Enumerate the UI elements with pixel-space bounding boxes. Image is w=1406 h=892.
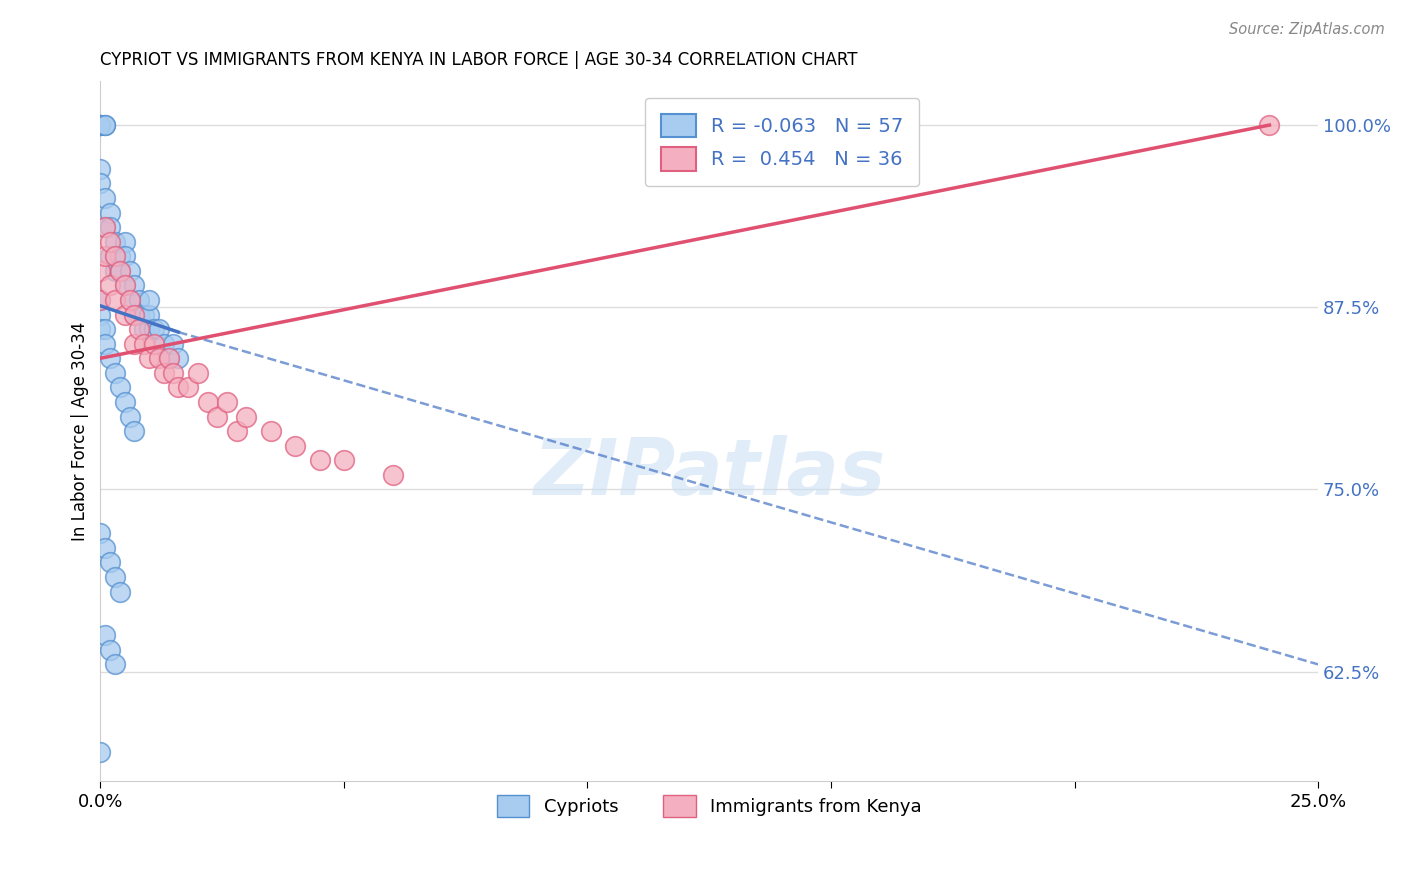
Point <box>94 322 117 336</box>
Point <box>89 526 111 541</box>
Point <box>89 322 111 336</box>
Point <box>94 220 117 235</box>
Point <box>197 395 219 409</box>
Point <box>89 118 111 132</box>
Point <box>89 118 111 132</box>
Point <box>138 351 160 366</box>
Point <box>114 308 136 322</box>
Point <box>152 366 174 380</box>
Point <box>162 336 184 351</box>
Point <box>108 249 131 263</box>
Point <box>104 293 127 307</box>
Point <box>89 264 111 278</box>
Point <box>94 118 117 132</box>
Point <box>98 642 121 657</box>
Point <box>225 424 247 438</box>
Point <box>235 409 257 424</box>
Point <box>114 235 136 249</box>
Point <box>89 161 111 176</box>
Point <box>114 278 136 293</box>
Text: ZIPatlas: ZIPatlas <box>533 435 886 511</box>
Point <box>104 235 127 249</box>
Point <box>98 235 121 249</box>
Point <box>118 293 141 307</box>
Point <box>94 220 117 235</box>
Point <box>118 409 141 424</box>
Legend: Cypriots, Immigrants from Kenya: Cypriots, Immigrants from Kenya <box>489 788 929 824</box>
Point <box>98 351 121 366</box>
Point <box>142 336 165 351</box>
Point <box>128 293 150 307</box>
Point <box>104 657 127 672</box>
Text: CYPRIOT VS IMMIGRANTS FROM KENYA IN LABOR FORCE | AGE 30-34 CORRELATION CHART: CYPRIOT VS IMMIGRANTS FROM KENYA IN LABO… <box>100 51 858 69</box>
Point <box>157 351 180 366</box>
Point <box>162 366 184 380</box>
Point <box>89 745 111 759</box>
Point <box>215 395 238 409</box>
Point <box>124 308 146 322</box>
Point <box>177 380 200 394</box>
Point <box>134 322 156 336</box>
Point <box>98 555 121 569</box>
Point <box>89 293 111 307</box>
Point <box>98 249 121 263</box>
Point <box>94 118 117 132</box>
Point <box>148 351 170 366</box>
Point <box>104 570 127 584</box>
Point <box>207 409 229 424</box>
Point <box>128 322 150 336</box>
Point <box>104 366 127 380</box>
Point <box>98 205 121 219</box>
Point <box>94 249 117 263</box>
Point <box>104 264 127 278</box>
Point <box>134 308 156 322</box>
Point <box>1258 118 1281 132</box>
Point <box>124 278 146 293</box>
Point <box>89 308 111 322</box>
Point <box>108 584 131 599</box>
Point <box>308 453 330 467</box>
Point <box>114 278 136 293</box>
Point <box>128 308 150 322</box>
Point <box>114 395 136 409</box>
Point <box>108 264 131 278</box>
Point <box>118 293 141 307</box>
Point <box>148 322 170 336</box>
Point <box>124 424 146 438</box>
Point <box>118 264 141 278</box>
Point <box>94 336 117 351</box>
Point <box>94 191 117 205</box>
Point <box>152 336 174 351</box>
Point <box>108 264 131 278</box>
Point <box>94 628 117 642</box>
Point <box>124 336 146 351</box>
Point <box>104 249 127 263</box>
Point <box>138 293 160 307</box>
Point <box>381 467 404 482</box>
Point <box>94 541 117 555</box>
Point <box>167 380 190 394</box>
Point <box>108 380 131 394</box>
Point <box>134 336 156 351</box>
Point <box>260 424 283 438</box>
Point <box>138 322 160 336</box>
Point <box>157 351 180 366</box>
Point <box>89 293 111 307</box>
Point <box>124 308 146 322</box>
Text: Source: ZipAtlas.com: Source: ZipAtlas.com <box>1229 22 1385 37</box>
Point <box>114 249 136 263</box>
Point <box>333 453 356 467</box>
Y-axis label: In Labor Force | Age 30-34: In Labor Force | Age 30-34 <box>72 321 89 541</box>
Point <box>89 118 111 132</box>
Point <box>187 366 209 380</box>
Point <box>104 249 127 263</box>
Point <box>98 278 121 293</box>
Point <box>142 322 165 336</box>
Point <box>138 308 160 322</box>
Point <box>167 351 190 366</box>
Point <box>284 439 307 453</box>
Point <box>98 220 121 235</box>
Point <box>89 177 111 191</box>
